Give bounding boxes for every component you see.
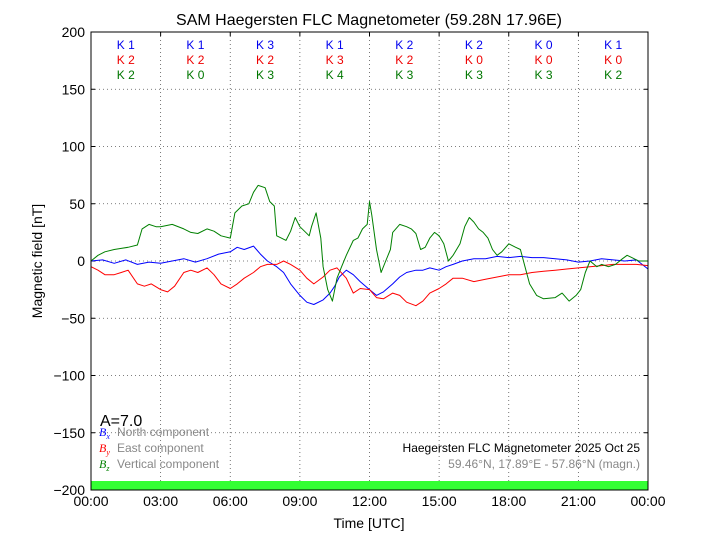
k-index-bz-3: K 4 — [326, 68, 344, 82]
series-lines — [90, 184, 649, 307]
y-tick-label-5: −50 — [61, 310, 85, 326]
x-tick-label-2: 06:00 — [213, 493, 248, 509]
k-index-by-1: K 2 — [186, 53, 204, 67]
y-axis-label: Magnetic field [nT] — [29, 204, 45, 318]
k-index-bz-2: K 3 — [256, 68, 274, 82]
k-index-by-5: K 0 — [465, 53, 483, 67]
k-index-bx-4: K 2 — [395, 38, 413, 52]
x-tick-label-0: 00:00 — [73, 493, 108, 509]
k-index-bx-5: K 2 — [465, 38, 483, 52]
legend-symbol-bz: Bz — [99, 457, 110, 473]
k-index-by-6: K 0 — [535, 53, 553, 67]
x-tick-label-7: 21:00 — [561, 493, 596, 509]
grid-lines — [91, 32, 648, 490]
legend-symbol-bx: Bx — [99, 425, 110, 441]
y-tick-label-3: 50 — [69, 196, 85, 212]
x-tick-label-1: 03:00 — [143, 493, 178, 509]
k-index-by-2: K 2 — [256, 53, 274, 67]
series-line-bx — [90, 245, 649, 305]
k-index-bx-2: K 3 — [256, 38, 274, 52]
a-index: A=7.0 — [100, 413, 142, 430]
info-line-station: Haegersten FLC Magnetometer 2025 Oct 25 — [403, 441, 641, 455]
y-tick-label-8: −200 — [53, 482, 85, 498]
legend-label-bz: Vertical component — [117, 457, 220, 471]
x-axis-label: Time [UTC] — [333, 515, 404, 531]
k-index-bz-1: K 0 — [186, 68, 204, 82]
series-line-bz — [90, 184, 648, 302]
k-index-by-3: K 3 — [326, 53, 344, 67]
y-tick-label-6: −100 — [53, 368, 85, 384]
k-index-by-0: K 2 — [117, 53, 135, 67]
y-tick-label-0: 200 — [62, 24, 86, 40]
legend-item-bz: Bz Vertical component — [99, 457, 220, 473]
x-tick-label-8: 00:00 — [630, 493, 665, 509]
k-index-bx-1: K 1 — [186, 38, 204, 52]
k-index-bx-3: K 1 — [326, 38, 344, 52]
y-tick-label-7: −150 — [53, 425, 85, 441]
y-tick-label-1: 150 — [62, 81, 86, 97]
plot-frame — [90, 31, 649, 491]
activity-bar — [91, 481, 648, 490]
k-index-by-7: K 0 — [604, 53, 622, 67]
k-index-bx-0: K 1 — [117, 38, 135, 52]
k-index-bz-0: K 2 — [117, 68, 135, 82]
legend-symbol-by: By — [99, 441, 110, 457]
legend-item-bx: Bx North component — [99, 425, 210, 441]
k-index-bz-7: K 2 — [604, 68, 622, 82]
x-tick-label-4: 12:00 — [352, 493, 387, 509]
y-tick-label-4: 0 — [77, 253, 85, 269]
legend-item-by: By East component — [99, 441, 204, 457]
k-index-bz-5: K 3 — [465, 68, 483, 82]
k-index-by-4: K 2 — [395, 53, 413, 67]
info-line-coordinates: 59.46°N, 17.89°E - 57.86°N (magn.) — [448, 457, 640, 471]
y-tick-label-2: 100 — [62, 139, 86, 155]
k-index-bz-6: K 3 — [535, 68, 553, 82]
k-index-bx-6: K 0 — [535, 38, 553, 52]
legend: Bx North component By East component Bz … — [99, 425, 220, 473]
chart-title: SAM Haegersten FLC Magnetometer (59.28N … — [176, 12, 562, 29]
x-tick-label-3: 09:00 — [282, 493, 317, 509]
k-index-bz-4: K 3 — [395, 68, 413, 82]
y-axis-ticks: 200 150 100 50 0 −50 −100 −150 −200 — [53, 24, 648, 498]
legend-label-by: East component — [117, 441, 204, 455]
x-axis-ticks: 00:00 03:00 06:00 09:00 12:00 15:00 18:00 21:00… — [73, 32, 666, 509]
x-tick-label-6: 18:00 — [491, 493, 526, 509]
x-tick-label-5: 15:00 — [422, 493, 457, 509]
series-line-by — [90, 260, 649, 307]
k-index-bx-7: K 1 — [604, 38, 622, 52]
legend-label-bx: North component — [117, 425, 210, 439]
